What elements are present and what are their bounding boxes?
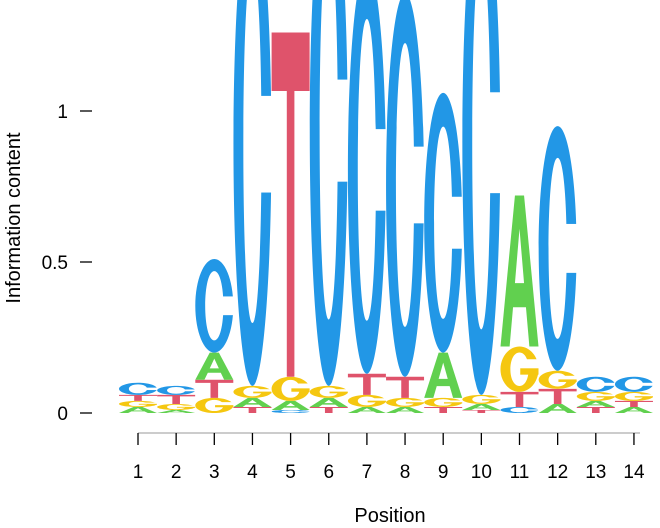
letter-a — [386, 406, 425, 413]
letter-c — [233, 0, 273, 386]
letter-a — [424, 352, 463, 398]
x-tick-label: 6 — [323, 462, 334, 483]
y-tick-label: 0 — [57, 404, 68, 425]
letter-a — [614, 406, 653, 413]
letter-c — [576, 376, 617, 392]
letter-c — [157, 385, 197, 395]
letter-g — [538, 370, 579, 389]
x-tick-label: 12 — [547, 462, 568, 483]
letter-c — [462, 0, 502, 395]
letter-a — [233, 397, 272, 407]
letter-a — [347, 406, 386, 413]
letter-a — [500, 195, 539, 347]
letter-g — [271, 376, 312, 401]
letter-t — [157, 394, 196, 404]
letter-a — [157, 409, 196, 413]
letter-t — [614, 400, 653, 407]
letter-t — [462, 409, 501, 413]
x-tick-label: 5 — [285, 462, 296, 483]
letter-g — [424, 397, 464, 407]
letter-c — [309, 0, 350, 386]
x-tick-label: 10 — [471, 462, 492, 483]
letter-g — [614, 391, 655, 401]
y-axis-label: Information content — [3, 132, 25, 304]
letter-t — [538, 388, 577, 404]
letter-c — [538, 126, 579, 371]
letter-g — [576, 391, 617, 401]
x-tick-label: 3 — [209, 462, 220, 483]
logo-stacks — [119, 0, 655, 413]
x-tick-label: 7 — [362, 462, 373, 483]
x-tick-label: 14 — [623, 462, 645, 483]
letter-a — [119, 406, 157, 413]
letter-c — [500, 406, 541, 413]
x-tick-label: 11 — [510, 462, 530, 483]
letter-t — [271, 32, 310, 377]
letter-a — [462, 403, 501, 410]
letter-c — [386, 0, 426, 377]
letter-a — [538, 403, 577, 413]
letter-t — [195, 379, 234, 398]
x-tick-label: 9 — [438, 462, 449, 483]
letter-t — [576, 406, 615, 413]
letter-g — [500, 346, 541, 392]
letter-c — [119, 382, 159, 395]
letter-g — [347, 394, 388, 407]
letter-c — [614, 376, 655, 392]
letter-c — [347, 0, 388, 374]
letter-t — [500, 391, 539, 407]
letter-g — [195, 397, 235, 413]
x-axis: 1 2 3 4 5 6 7 8 9 10 11 12 13 14 — [133, 432, 645, 483]
letter-g — [157, 403, 197, 410]
x-tick-label: 2 — [171, 462, 182, 483]
letter-t — [347, 373, 386, 395]
y-tick-label: 1 — [57, 102, 68, 123]
letter-t — [309, 406, 348, 413]
y-tick-label: 0.5 — [42, 253, 68, 274]
letter-g — [462, 394, 502, 404]
letter-a — [309, 397, 348, 407]
letter-g — [119, 400, 159, 407]
letter-t — [119, 394, 157, 401]
letter-c — [195, 258, 235, 353]
x-axis-label: Position — [354, 505, 425, 527]
letter-g — [386, 397, 426, 407]
x-tick-label: 8 — [400, 462, 411, 483]
x-tick-label: 1 — [133, 462, 144, 483]
letter-a — [195, 352, 234, 380]
letter-c — [271, 409, 312, 413]
letter-c — [424, 92, 464, 353]
x-tick-label: 4 — [247, 462, 258, 483]
x-tick-label: 13 — [585, 462, 606, 483]
letter-t — [386, 376, 425, 398]
letter-a — [576, 400, 615, 407]
letter-a — [271, 400, 310, 410]
letter-g — [309, 385, 350, 398]
y-axis: 00.511.52 — [42, 102, 92, 425]
letter-t — [233, 406, 272, 413]
letter-g — [233, 385, 273, 398]
letter-t — [424, 406, 463, 413]
